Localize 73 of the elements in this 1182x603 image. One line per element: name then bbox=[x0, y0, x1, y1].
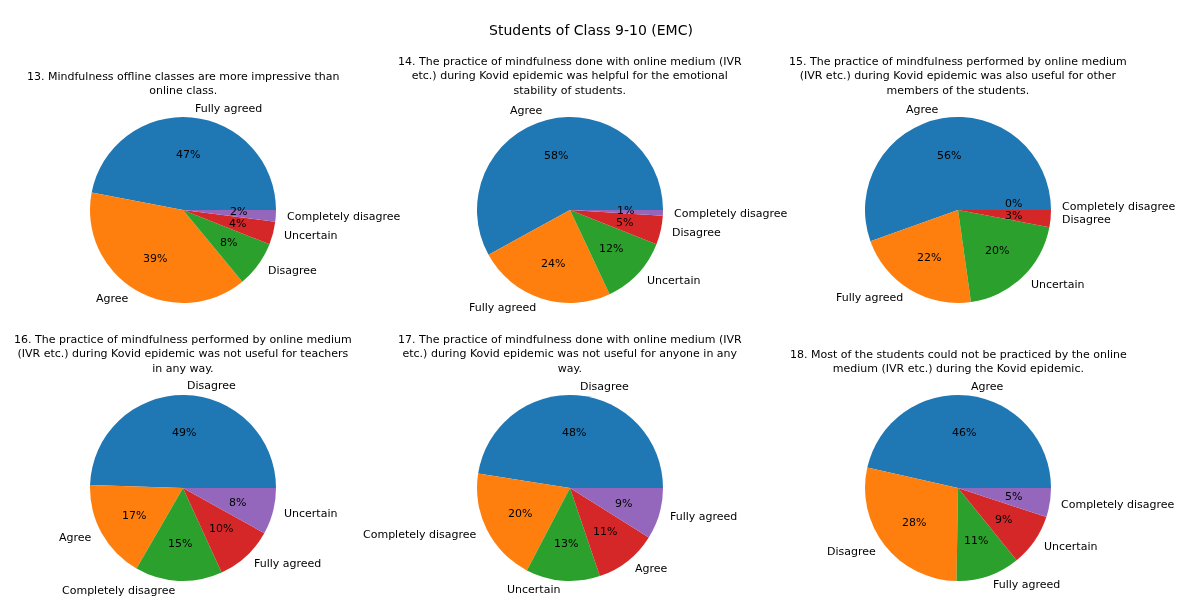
pie-slice bbox=[90, 395, 276, 488]
slice-label: Fully agreed bbox=[670, 510, 738, 523]
data-label: 9% bbox=[615, 497, 633, 510]
slice-label: Completely disagree bbox=[1061, 498, 1175, 511]
slice-label: Disagree bbox=[187, 379, 237, 392]
slice-label: Fully agreed bbox=[469, 301, 537, 314]
chart-title: 15. The practice of mindfulness performed by online medium (IVR etc.) during Kovid epidemic was also useful for other members of the students. bbox=[789, 55, 1127, 97]
pie-slice bbox=[867, 395, 1051, 488]
slice-label: Agree bbox=[906, 103, 939, 116]
data-label: 24% bbox=[541, 257, 566, 270]
data-label: 9% bbox=[995, 513, 1013, 526]
pie-slice bbox=[570, 488, 663, 538]
data-label: 12% bbox=[599, 242, 624, 255]
text: 0% bbox=[1005, 197, 1023, 210]
data-label: 3% bbox=[1005, 209, 1023, 222]
slice-label: Agree bbox=[96, 292, 129, 305]
data-label: 48% bbox=[562, 426, 587, 439]
data-label: 8% bbox=[229, 496, 247, 509]
data-label: 11% bbox=[593, 525, 618, 538]
slice-label: Agree bbox=[971, 380, 1004, 393]
data-label: 28% bbox=[902, 516, 927, 529]
slice-label: Uncertain bbox=[507, 583, 561, 596]
data-label: 58% bbox=[544, 149, 569, 162]
category-label: Completely disagree bbox=[1062, 200, 1176, 213]
data-label: 56% bbox=[937, 149, 962, 162]
slice-label: Fully agreed bbox=[836, 291, 904, 304]
chart-title: 18. Most of the students could not be practiced by the online medium (IVR etc.) during the Kovid epidemic. bbox=[790, 348, 1127, 376]
chart-title: 17. The practice of mindfulness done with online medium (IVR etc.) during Kovid epidemic was not useful for anyone in any way. bbox=[398, 333, 742, 375]
slice-label: Disagree bbox=[268, 264, 318, 277]
data-label: 13% bbox=[554, 537, 579, 550]
slice-label: Disagree bbox=[580, 380, 630, 393]
slice-label: Uncertain bbox=[1031, 278, 1085, 291]
pie-slice bbox=[865, 117, 1051, 242]
data-label: 5% bbox=[616, 216, 634, 229]
data-label: 46% bbox=[952, 426, 977, 439]
slice-label: Uncertain bbox=[284, 507, 338, 520]
slice-label: Uncertain bbox=[1044, 540, 1098, 553]
slice-label: Disagree bbox=[1062, 213, 1112, 226]
slice-label: Completely disagree bbox=[363, 528, 477, 541]
slice-label: Disagree bbox=[827, 545, 877, 558]
pie-slice bbox=[183, 488, 276, 534]
data-label: 49% bbox=[172, 426, 197, 439]
data-label: 15% bbox=[168, 537, 193, 550]
pie-slice bbox=[478, 395, 663, 488]
slice-label: Completely disagree bbox=[674, 207, 788, 220]
data-label: 39% bbox=[143, 252, 168, 265]
slice-label: Fully agreed bbox=[993, 578, 1061, 591]
data-label: 22% bbox=[917, 251, 942, 264]
slice-label: Uncertain bbox=[284, 229, 338, 242]
pie-slice bbox=[477, 117, 663, 255]
data-label: 17% bbox=[122, 509, 147, 522]
chart-title: 13. Mindfulness offline classes are more impressive than online class. bbox=[27, 70, 340, 98]
data-label: 5% bbox=[1005, 490, 1023, 503]
slice-label: Agree bbox=[510, 104, 543, 117]
data-label: 11% bbox=[964, 534, 989, 547]
slice-label: Uncertain bbox=[647, 274, 701, 287]
data-label: 20% bbox=[985, 244, 1010, 257]
data-label: 4% bbox=[229, 217, 247, 230]
slice-label: Fully agreed bbox=[254, 557, 322, 570]
data-label: 47% bbox=[176, 148, 201, 161]
slice-label: Agree bbox=[635, 562, 668, 575]
slice-label: Completely disagree bbox=[287, 210, 401, 223]
slice-label: Completely disagree bbox=[62, 584, 176, 597]
pie-slice bbox=[958, 488, 1047, 561]
text: Students of Class 9-10 (EMC) bbox=[489, 22, 693, 38]
slice-label: Fully agreed bbox=[195, 102, 263, 115]
chart-title: 16. The practice of mindfulness performed by online medium (IVR etc.) during Kovid epidemic was not useful for teachers in any way. bbox=[14, 333, 352, 375]
slice-label: Disagree bbox=[672, 226, 722, 239]
slice-label: Agree bbox=[59, 531, 92, 544]
data-label: 20% bbox=[508, 507, 533, 520]
data-label: 10% bbox=[209, 522, 234, 535]
chart-title: 14. The practice of mindfulness done with online medium (IVR etc.) during Kovid epidemic was helpful for the emotional stability of students. bbox=[398, 55, 742, 97]
data-label: 8% bbox=[220, 236, 238, 249]
